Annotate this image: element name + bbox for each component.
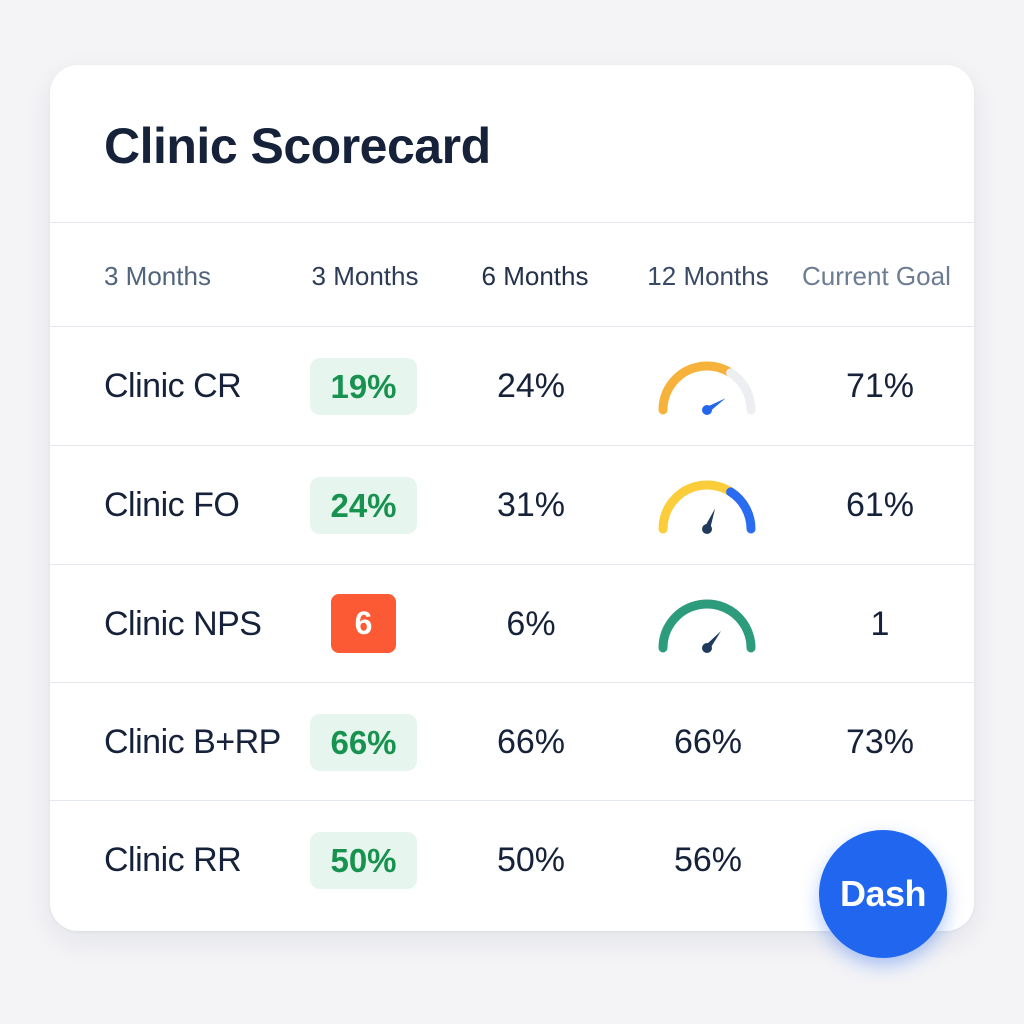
- gauge-hub: [702, 643, 712, 653]
- divider: [50, 800, 974, 801]
- header-3-months[interactable]: 3 Months: [311, 261, 419, 291]
- goal-cell: 73%: [845, 723, 915, 761]
- dash-button[interactable]: Dash: [819, 830, 947, 958]
- value-cell: 24%: [496, 367, 566, 405]
- page-title: Clinic Scorecard: [104, 118, 491, 174]
- status-badge: 66%: [310, 714, 417, 771]
- goal-cell: 1: [870, 605, 890, 643]
- row-label: Clinic FO: [104, 486, 240, 524]
- table-row[interactable]: Clinic FO 24% 31% 61%: [50, 446, 974, 564]
- alert-badge: 6: [331, 594, 396, 653]
- header-current-goal[interactable]: Current Goal: [802, 261, 951, 291]
- row-label: Clinic RR: [104, 841, 242, 879]
- status-badge: 19%: [310, 358, 417, 415]
- row-label: Clinic B+RP: [104, 723, 281, 761]
- gauge-arc: [726, 368, 756, 415]
- header-12-months[interactable]: 12 Months: [647, 261, 769, 291]
- gauge-arc: [726, 487, 756, 534]
- divider: [50, 445, 974, 446]
- divider: [50, 564, 974, 565]
- gauge-icon: [658, 480, 756, 534]
- value-cell: 66%: [496, 723, 566, 761]
- divider: [50, 326, 974, 327]
- gauge-arc: [699, 361, 733, 377]
- gauge-arc: [726, 606, 756, 653]
- gauge-arc: [658, 481, 705, 534]
- value-cell: 50%: [496, 841, 566, 879]
- table-row[interactable]: Clinic RR 50% 50% 56%: [50, 801, 974, 919]
- gauge-arc: [658, 600, 705, 653]
- gauge-arc: [699, 599, 733, 615]
- value-cell: 66%: [673, 723, 743, 761]
- scorecard-card: Clinic Scorecard 3 Months 3 Months 6 Mon…: [50, 65, 974, 931]
- header-label-column[interactable]: 3 Months: [104, 261, 211, 291]
- value-cell: 56%: [673, 841, 743, 879]
- divider: [50, 682, 974, 683]
- goal-cell: 61%: [845, 486, 915, 524]
- table-row[interactable]: Clinic CR 19% 24% 71%: [50, 327, 974, 445]
- gauge-hub: [702, 405, 712, 415]
- header-6-months[interactable]: 6 Months: [481, 261, 589, 291]
- value-cell: 6%: [506, 605, 556, 643]
- row-label: Clinic NPS: [104, 605, 262, 643]
- table-row[interactable]: Clinic NPS 6 6% 1: [50, 565, 974, 683]
- row-label: Clinic CR: [104, 367, 242, 405]
- status-badge: 24%: [310, 477, 417, 534]
- table-row[interactable]: Clinic B+RP 66% 66% 66% 73%: [50, 683, 974, 801]
- gauge-arc: [658, 362, 705, 415]
- gauge-icon: [658, 361, 756, 415]
- gauge-icon: [658, 599, 756, 653]
- status-badge: 50%: [310, 832, 417, 889]
- gauge-hub: [702, 524, 712, 534]
- divider: [50, 222, 974, 223]
- goal-cell: 71%: [845, 367, 915, 405]
- gauge-arc: [699, 480, 733, 496]
- value-cell: 31%: [496, 486, 566, 524]
